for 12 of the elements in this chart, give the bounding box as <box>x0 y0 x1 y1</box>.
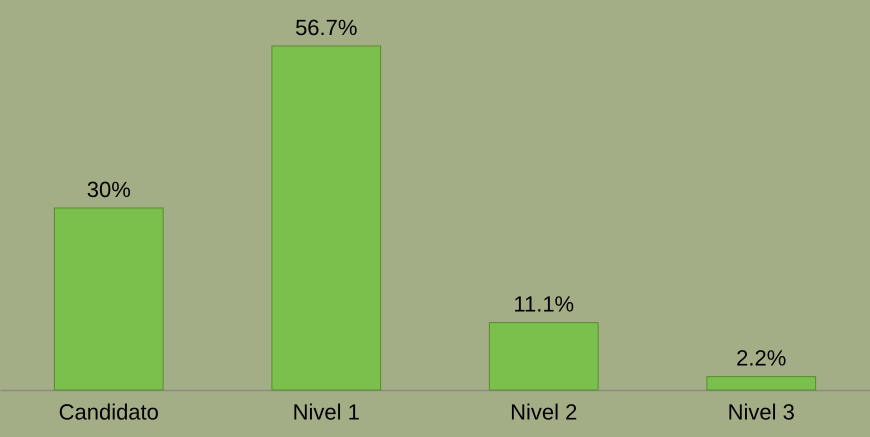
bar <box>271 46 382 390</box>
bar <box>488 322 599 390</box>
data-label: 56.7% <box>295 15 358 40</box>
x-tick-label: Nivel 1 <box>292 400 360 424</box>
data-label: 30% <box>86 176 131 202</box>
x-tick-label: Candidato <box>58 400 159 424</box>
bar <box>54 207 164 390</box>
data-label: 2.2% <box>736 346 786 371</box>
x-tick-label: Nivel 3 <box>728 400 795 424</box>
bar <box>706 376 816 390</box>
data-label: 11.1% <box>513 292 574 317</box>
x-tick-label: Nivel 2 <box>510 400 578 424</box>
